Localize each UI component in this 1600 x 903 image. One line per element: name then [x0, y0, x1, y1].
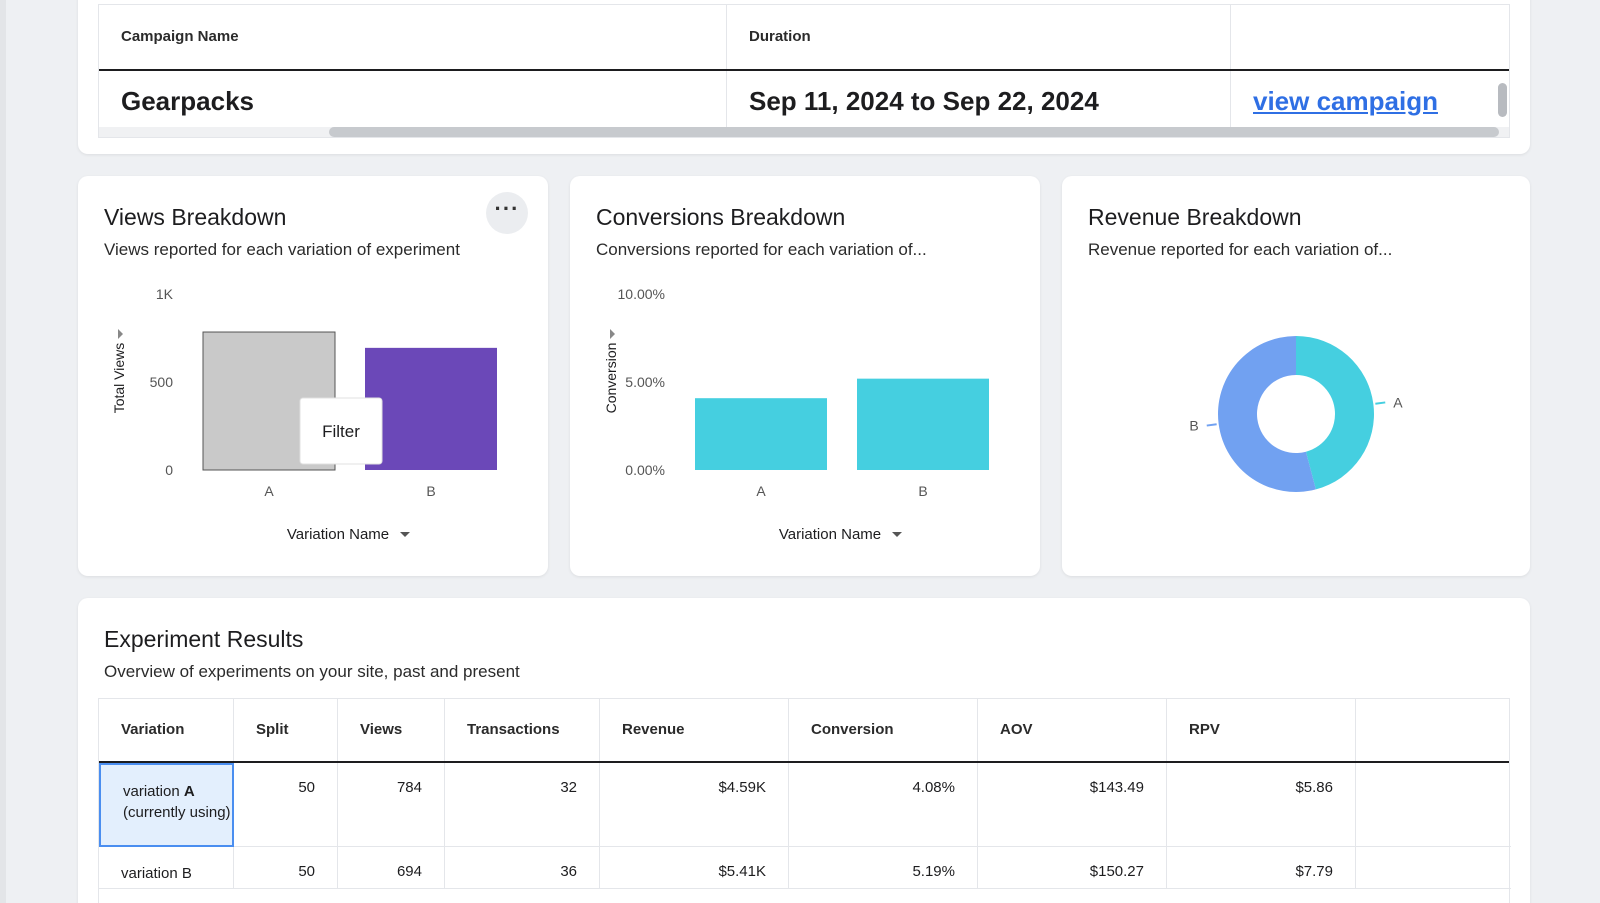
x-axis-dropdown-icon: [892, 532, 902, 537]
campaign-card: Campaign Name Duration Gearpacks Sep 11,…: [78, 0, 1530, 154]
bar-B: [365, 347, 497, 470]
variation-note: (currently using): [123, 804, 231, 821]
views-bar-chart: 0 500 1K Total Views A B Variation Name Filter: [111, 286, 497, 543]
view-campaign-link[interactable]: view campaign: [1253, 86, 1438, 116]
vertical-scrollbar[interactable]: [1498, 83, 1507, 117]
variation-label: variation B: [121, 865, 192, 882]
y-tick-label: 0: [165, 462, 173, 478]
table-cell-transactions[interactable]: 32: [445, 763, 600, 847]
table-cell-aov[interactable]: $150.27: [978, 847, 1167, 889]
y-tick-label: 5.00%: [625, 374, 665, 390]
slice-B: [1218, 336, 1316, 492]
table-cell-transactions[interactable]: 36: [445, 847, 600, 889]
panel-subtitle: Conversions reported for each variation …: [596, 240, 927, 259]
table-cell-split[interactable]: 50: [234, 847, 338, 889]
bar-A: [695, 398, 827, 470]
results-title: Experiment Results: [104, 626, 304, 652]
filter-tooltip: Filter: [299, 397, 383, 465]
x-tick-label: A: [756, 483, 766, 499]
slice-A: [1296, 336, 1374, 490]
col-header-extra: [1356, 699, 1511, 761]
col-header-split[interactable]: Split: [234, 699, 338, 761]
col-header-transactions[interactable]: Transactions: [445, 699, 600, 761]
col-header-revenue[interactable]: Revenue: [600, 699, 789, 761]
table-cell-aov[interactable]: $143.49: [978, 763, 1167, 847]
y-tick-label: 10.00%: [618, 286, 665, 302]
table-cell-revenue[interactable]: $4.59K: [600, 763, 789, 847]
tooltip-label: Filter: [322, 422, 360, 441]
y-axis-expand-icon: [610, 329, 615, 339]
x-tick-label: B: [426, 483, 435, 499]
col-header-conversion[interactable]: Conversion: [789, 699, 978, 761]
campaign-name-cell: Gearpacks: [99, 71, 727, 127]
table-cell-rpv[interactable]: $5.86: [1167, 763, 1356, 847]
horizontal-scrollbar[interactable]: [329, 127, 1499, 137]
slice-leader-line: [1375, 401, 1386, 405]
table-cell-views[interactable]: 694: [338, 847, 445, 889]
x-axis-label: Variation Name: [287, 526, 389, 543]
x-tick-label: A: [264, 483, 274, 499]
x-axis-label: Variation Name: [779, 526, 881, 543]
experiment-results-card: Experiment Results Overview of experimen…: [78, 598, 1530, 903]
table-cell-empty: [1356, 763, 1511, 847]
variation-letter: A: [183, 783, 195, 800]
y-axis-expand-icon: [118, 329, 123, 339]
results-table: Variation Split Views Transactions Reven…: [98, 698, 1511, 903]
panel-title: Conversions Breakdown: [596, 204, 846, 230]
panel-subtitle: Views reported for each variation of exp…: [104, 240, 460, 259]
x-axis-dropdown-icon: [400, 532, 410, 537]
y-tick-label: 0.00%: [625, 462, 665, 478]
col-header-actions: [1231, 5, 1509, 69]
campaign-table: Campaign Name Duration Gearpacks Sep 11,…: [98, 4, 1510, 138]
table-cell-conversion[interactable]: 4.08%: [789, 763, 978, 847]
y-axis-label: Conversion: [603, 343, 619, 414]
results-subtitle: Overview of experiments on your site, pa…: [104, 662, 520, 681]
col-header-views[interactable]: Views: [338, 699, 445, 761]
y-tick-label: 500: [150, 374, 174, 390]
col-header-rpv[interactable]: RPV: [1167, 699, 1356, 761]
conversions-bar-chart: 0.00% 5.00% 10.00% Conversion A B Variation Na…: [603, 286, 989, 543]
slice-leader-line: [1206, 423, 1217, 427]
revenue-breakdown-panel: Revenue Breakdown Revenue reported for e…: [1062, 176, 1530, 576]
y-tick-label: 1K: [156, 286, 174, 302]
panel-title: Views Breakdown: [104, 204, 287, 230]
table-cell-split[interactable]: 50: [234, 763, 338, 847]
table-cell-conversion[interactable]: 5.19%: [789, 847, 978, 889]
revenue-donut-chart: AB: [1189, 336, 1403, 492]
views-breakdown-panel: Views Breakdown Views reported for each …: [78, 176, 548, 576]
conversions-breakdown-panel: Conversions Breakdown Conversions report…: [570, 176, 1040, 576]
bar-B: [857, 378, 989, 470]
col-header-aov[interactable]: AOV: [978, 699, 1167, 761]
left-edge: [0, 0, 6, 903]
tooltip-box: [299, 397, 383, 465]
panel-subtitle: Revenue reported for each variation of..…: [1088, 240, 1393, 259]
header-divider: [99, 69, 1509, 71]
table-cell-rpv[interactable]: $7.79: [1167, 847, 1356, 889]
table-row-cell-variation[interactable]: variation B: [99, 847, 234, 889]
x-tick-label: B: [918, 483, 927, 499]
more-options-button[interactable]: ···: [486, 192, 528, 234]
panel-title: Revenue Breakdown: [1088, 204, 1302, 230]
table-cell-revenue[interactable]: $5.41K: [600, 847, 789, 889]
campaign-duration-cell: Sep 11, 2024 to Sep 22, 2024: [727, 71, 1231, 127]
col-header-duration[interactable]: Duration: [727, 5, 1231, 69]
slice-label: B: [1189, 418, 1198, 434]
table-cell-views[interactable]: 784: [338, 763, 445, 847]
table-row-cell-variation[interactable]: variation A (currently using): [99, 763, 234, 847]
variation-prefix: variation: [123, 783, 184, 800]
header-divider: [99, 761, 1509, 763]
col-header-campaign-name[interactable]: Campaign Name: [99, 5, 727, 69]
table-cell-empty: [1356, 847, 1511, 889]
campaign-link-cell: view campaign: [1231, 71, 1509, 127]
col-header-variation[interactable]: Variation: [99, 699, 234, 761]
slice-label: A: [1393, 394, 1403, 410]
y-axis-label: Total Views: [111, 343, 127, 414]
